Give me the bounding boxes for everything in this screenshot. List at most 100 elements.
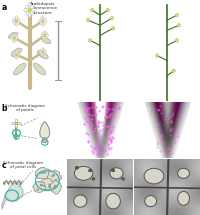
Point bbox=[96, 152, 100, 156]
Point bbox=[84, 106, 87, 109]
Point bbox=[158, 150, 161, 153]
Ellipse shape bbox=[112, 26, 115, 30]
Point bbox=[176, 117, 180, 121]
Point bbox=[164, 104, 167, 107]
Point bbox=[87, 139, 90, 142]
Point bbox=[93, 126, 96, 129]
Ellipse shape bbox=[30, 11, 33, 15]
Ellipse shape bbox=[12, 20, 15, 22]
Point bbox=[174, 135, 177, 138]
Ellipse shape bbox=[178, 191, 189, 205]
Point bbox=[103, 148, 107, 152]
Point bbox=[88, 117, 91, 121]
Text: b: b bbox=[1, 104, 7, 113]
Ellipse shape bbox=[110, 168, 123, 179]
Ellipse shape bbox=[40, 53, 42, 55]
Ellipse shape bbox=[11, 37, 14, 39]
Point bbox=[101, 135, 104, 138]
Point bbox=[97, 148, 100, 152]
Point bbox=[104, 149, 107, 153]
Point bbox=[104, 117, 107, 120]
Point bbox=[109, 129, 112, 133]
Ellipse shape bbox=[17, 55, 19, 58]
Point bbox=[82, 122, 86, 125]
Point bbox=[110, 138, 113, 141]
Ellipse shape bbox=[40, 18, 42, 20]
Point bbox=[93, 129, 96, 132]
Polygon shape bbox=[38, 178, 54, 190]
Point bbox=[161, 134, 164, 137]
Ellipse shape bbox=[41, 34, 44, 37]
Text: Arabidopsis
inflorescence
structure: Arabidopsis inflorescence structure bbox=[28, 2, 57, 15]
Ellipse shape bbox=[177, 23, 181, 27]
Ellipse shape bbox=[42, 53, 44, 57]
Point bbox=[97, 120, 100, 123]
Point bbox=[170, 152, 173, 155]
Point bbox=[169, 134, 172, 137]
Point bbox=[110, 135, 114, 138]
Point bbox=[83, 107, 87, 111]
Point bbox=[158, 126, 161, 130]
Ellipse shape bbox=[175, 13, 179, 17]
Point bbox=[106, 145, 110, 149]
Point bbox=[84, 109, 87, 112]
Ellipse shape bbox=[44, 20, 47, 22]
Ellipse shape bbox=[122, 178, 124, 180]
Point bbox=[90, 124, 93, 127]
Point bbox=[85, 132, 88, 135]
Ellipse shape bbox=[14, 39, 15, 43]
Point bbox=[168, 128, 172, 131]
Point bbox=[85, 119, 88, 122]
Point bbox=[111, 114, 115, 118]
Point bbox=[166, 120, 169, 123]
Point bbox=[111, 136, 114, 140]
Point bbox=[172, 111, 175, 115]
Circle shape bbox=[42, 20, 44, 22]
Ellipse shape bbox=[46, 34, 48, 37]
Point bbox=[164, 114, 167, 118]
Ellipse shape bbox=[12, 35, 14, 37]
Ellipse shape bbox=[11, 123, 15, 125]
Circle shape bbox=[37, 189, 39, 190]
Point bbox=[161, 140, 164, 144]
Point bbox=[156, 122, 160, 126]
Ellipse shape bbox=[12, 38, 14, 41]
Ellipse shape bbox=[37, 51, 48, 59]
Ellipse shape bbox=[13, 54, 16, 56]
Point bbox=[159, 112, 163, 115]
Circle shape bbox=[16, 54, 17, 56]
Ellipse shape bbox=[42, 36, 44, 38]
Ellipse shape bbox=[24, 8, 28, 12]
Point bbox=[107, 107, 110, 111]
Ellipse shape bbox=[17, 22, 19, 25]
Ellipse shape bbox=[75, 166, 79, 169]
Point bbox=[112, 108, 115, 111]
Point bbox=[105, 110, 108, 113]
Point bbox=[170, 121, 173, 124]
Point bbox=[109, 139, 113, 143]
Ellipse shape bbox=[42, 22, 44, 26]
Circle shape bbox=[48, 184, 50, 186]
Point bbox=[176, 131, 180, 134]
Point bbox=[159, 105, 162, 108]
Point bbox=[109, 138, 112, 141]
Ellipse shape bbox=[39, 20, 42, 22]
Point bbox=[93, 147, 96, 150]
Ellipse shape bbox=[15, 35, 17, 37]
Polygon shape bbox=[50, 180, 61, 194]
Ellipse shape bbox=[122, 178, 124, 180]
Point bbox=[91, 149, 94, 152]
Point bbox=[109, 124, 112, 128]
Text: Schematic diagram
of petal cells: Schematic diagram of petal cells bbox=[3, 161, 43, 169]
Ellipse shape bbox=[31, 8, 35, 12]
Ellipse shape bbox=[43, 49, 45, 52]
Circle shape bbox=[39, 172, 41, 174]
Point bbox=[157, 108, 160, 111]
Circle shape bbox=[41, 184, 43, 186]
Point bbox=[107, 147, 110, 150]
Point bbox=[155, 145, 158, 149]
Point bbox=[97, 132, 100, 135]
Point bbox=[176, 135, 179, 138]
Point bbox=[87, 107, 90, 110]
Point bbox=[166, 116, 169, 119]
